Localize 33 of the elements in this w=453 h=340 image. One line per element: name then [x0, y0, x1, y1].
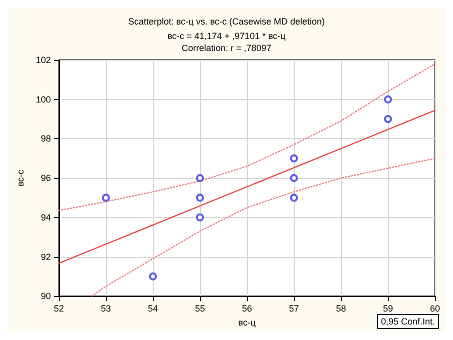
y-tick-label: 102 — [36, 55, 51, 65]
point — [290, 154, 298, 162]
chart-subtitle: вс-с = 41,174 + ,97101 * вс-ц Correlation: r = ,78097 — [167, 31, 286, 53]
line-series — [91, 158, 436, 297]
point — [290, 174, 298, 182]
x-tick-label: 58 — [336, 304, 346, 314]
y-tick-label: 98 — [40, 134, 51, 144]
x-tick-label: 56 — [242, 304, 252, 314]
y-tick-label: 90 — [40, 291, 51, 302]
text: 0,95 Conf.Int. — [380, 316, 436, 326]
x-tick-label: 55 — [194, 304, 205, 314]
point — [196, 213, 204, 222]
y-axis-title: вс-с — [16, 169, 26, 186]
x-tick-label: 60 — [430, 304, 440, 314]
chart-title: Scatterplot: вс-ц vs. вс-с (Casewise MD deletion) — [128, 16, 325, 26]
x-tick-label: 59 — [382, 304, 393, 314]
line-series — [58, 63, 436, 212]
point — [196, 174, 204, 182]
point — [384, 95, 392, 104]
point — [102, 194, 110, 202]
y-tick-label: 92 — [40, 252, 51, 262]
x-tick-label: 53 — [100, 304, 111, 314]
y-tick-label: 94 — [40, 212, 51, 222]
x-axis-title: вс-ц — [238, 318, 256, 328]
y-tick-label: 100 — [36, 94, 51, 104]
y-tick-label: 96 — [40, 173, 51, 184]
x-tick-label: 54 — [148, 304, 158, 314]
point — [196, 194, 204, 202]
x-tick-label: 57 — [288, 304, 299, 314]
x-tick-label: 52 — [54, 304, 64, 314]
point — [290, 194, 298, 202]
point — [384, 115, 392, 124]
point — [148, 272, 157, 280]
